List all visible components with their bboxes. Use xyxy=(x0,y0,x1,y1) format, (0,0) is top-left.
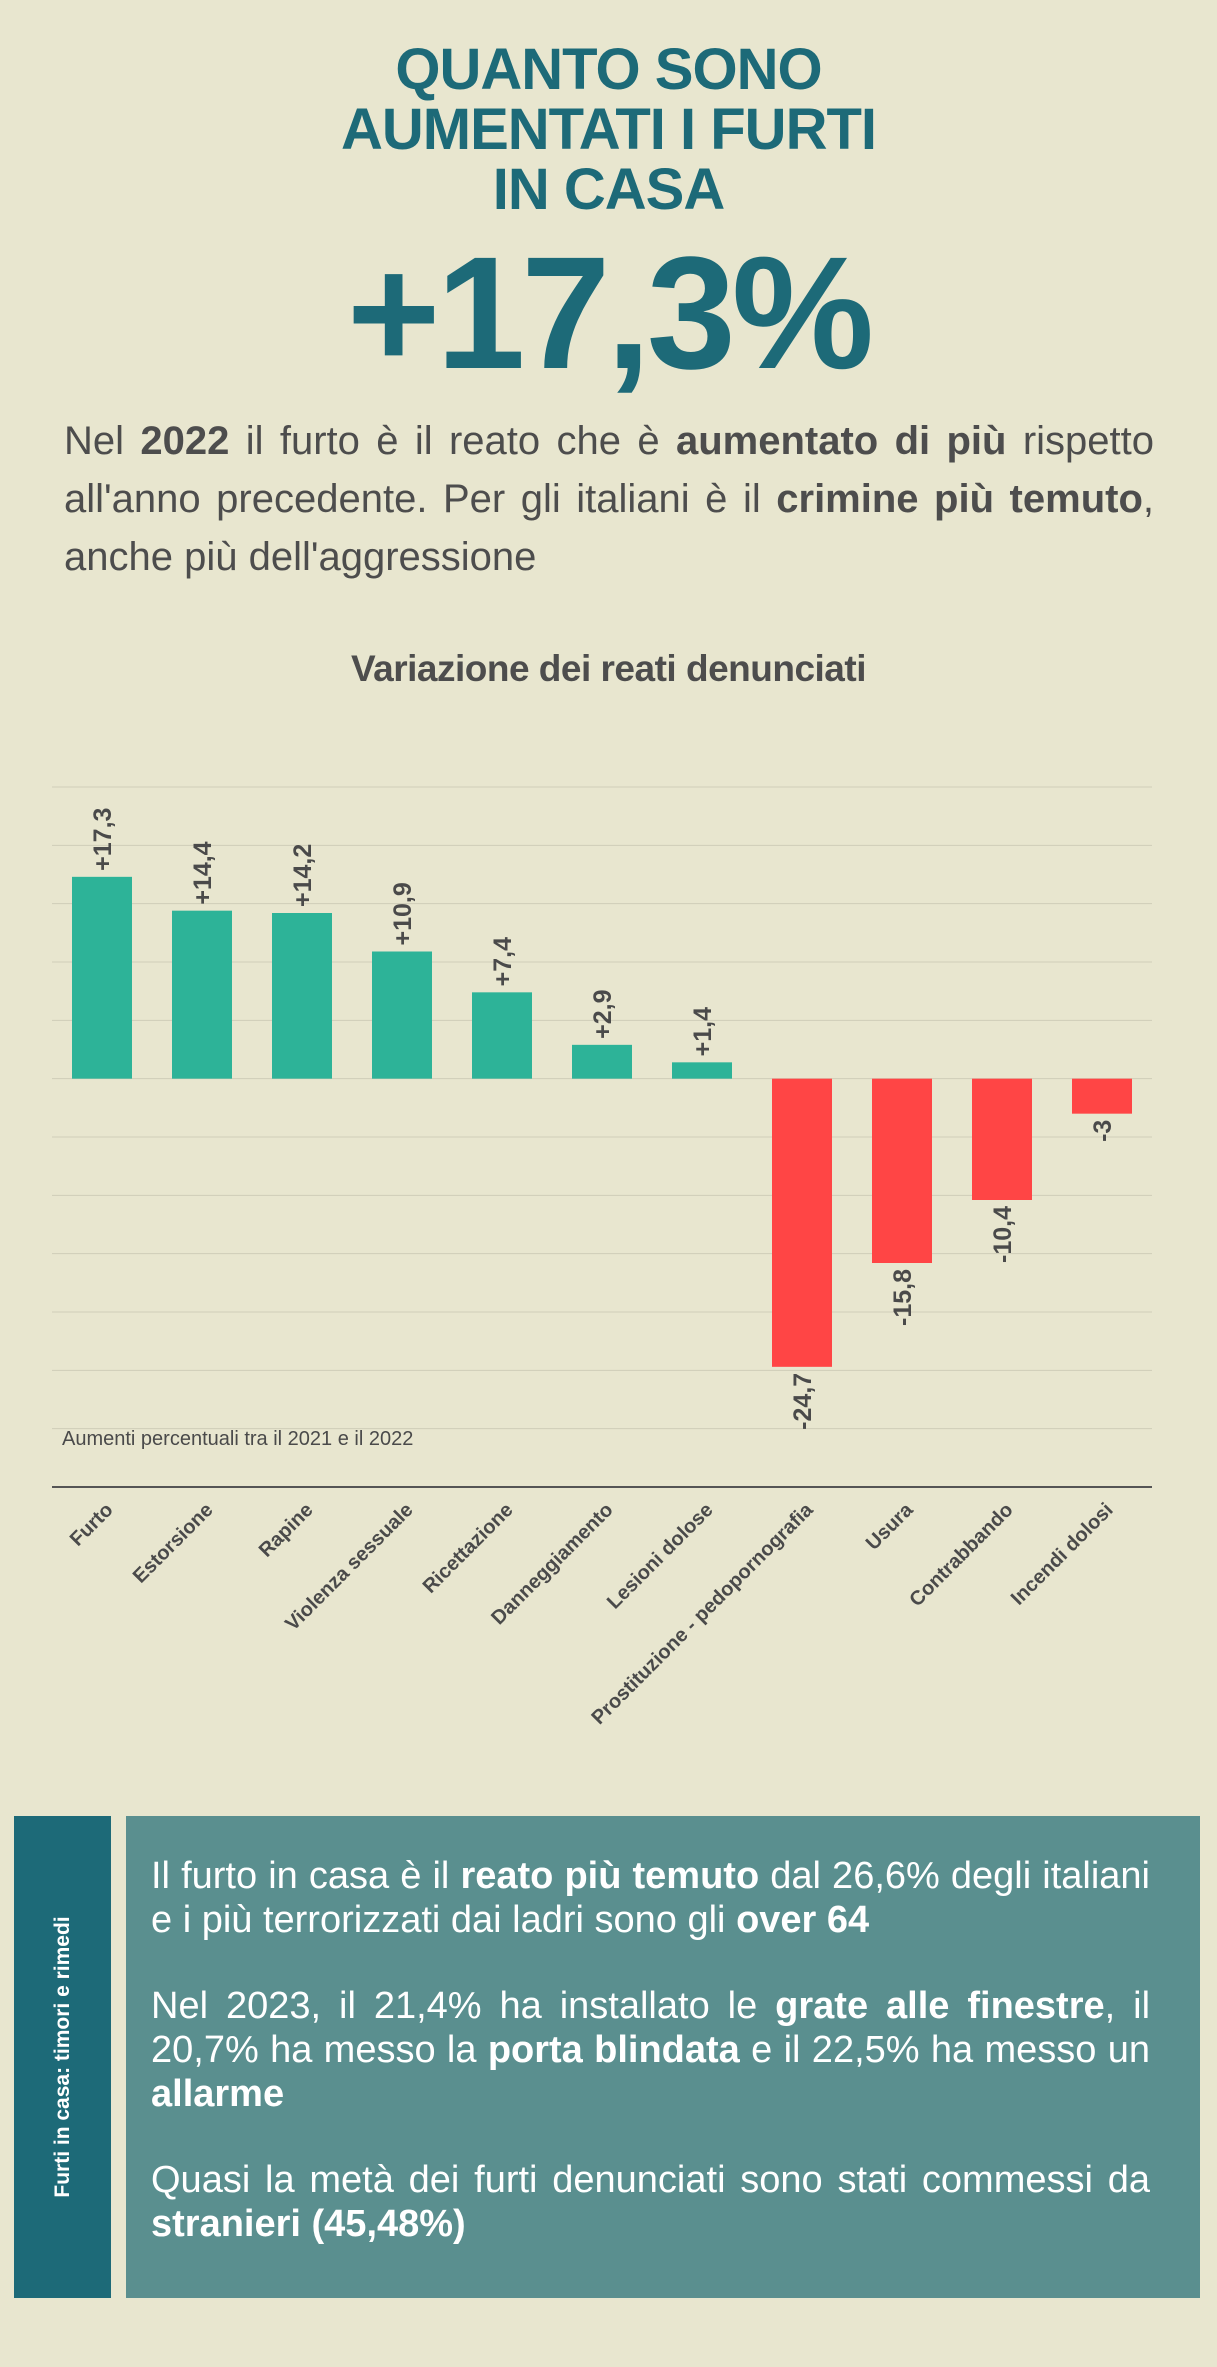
bar xyxy=(972,1078,1032,1200)
info-paragraph-measures: Nel 2023, il 21,4% ha installato le grat… xyxy=(151,1984,1150,2116)
intro-text: il furto è il reato che è xyxy=(229,419,676,463)
chart-title: Variazione dei reati denunciati xyxy=(350,648,867,689)
bar-chart: Aumenti percentuali tra il 2021 e il 202… xyxy=(52,786,1152,1729)
category-label: Estorsione xyxy=(129,1499,218,1588)
info-text: Quasi la metà dei furti denunciati sono … xyxy=(151,2159,1150,2201)
info-bold-text: reato più temuto xyxy=(460,1855,760,1897)
intro-text: , anche più dell'aggressione xyxy=(64,477,1155,579)
info-bold-text: allarme xyxy=(151,2073,285,2115)
data-label: +14,2 xyxy=(289,844,317,907)
category-label: Furto xyxy=(66,1499,118,1551)
category-label: Prostituzione - pedopornografia xyxy=(587,1498,818,1729)
info-paragraph-foreigners: Quasi la metà dei furti denunciati sono … xyxy=(151,2158,1150,2246)
data-label: +7,4 xyxy=(489,937,517,986)
info-text: e il 22,5% ha messo un xyxy=(739,2029,1150,2071)
info-text: , il 20,7% ha messo la xyxy=(151,1985,1151,2071)
data-label: +2,9 xyxy=(589,989,617,1038)
intro-bold-year: 2022 xyxy=(140,419,230,463)
data-label: -10,4 xyxy=(989,1206,1017,1263)
data-label: +17,3 xyxy=(89,808,117,871)
info-text: Il furto in casa è il xyxy=(151,1855,461,1897)
info-bold-text: grate alle finestre xyxy=(775,1985,1105,2027)
info-bold-text: stranieri (45,48%) xyxy=(151,2203,466,2245)
data-label: +14,4 xyxy=(189,841,217,904)
title-line-1: QUANTO SONO xyxy=(395,37,822,102)
bar xyxy=(272,913,332,1079)
bar xyxy=(472,992,532,1079)
intro-text: rispetto all'anno precedente. Per gli it… xyxy=(64,419,1155,521)
bar xyxy=(672,1062,732,1079)
data-label: +1,4 xyxy=(689,1007,717,1056)
category-label: Usura xyxy=(862,1498,918,1554)
info-paragraph-fear: Il furto in casa è il reato più temuto d… xyxy=(151,1854,1150,1942)
intro-paragraph: Nel 2022 il furto è il reato che è aumen… xyxy=(64,412,1154,586)
info-text: dal 26,6% degli italiani e i più terrori… xyxy=(151,1855,1150,1941)
data-label: +10,9 xyxy=(389,882,417,945)
intro-bold-feared: crimine più temuto xyxy=(776,477,1143,521)
bar xyxy=(872,1078,932,1263)
info-text: Nel 2023, il 21,4% ha installato le xyxy=(151,1985,776,2027)
category-label: Ricettazione xyxy=(419,1499,518,1598)
bar xyxy=(772,1078,832,1367)
category-label: Lesioni dolose xyxy=(603,1499,718,1614)
headline-percentage: +17,3% xyxy=(346,223,874,402)
data-label: -24,7 xyxy=(789,1373,817,1430)
bar xyxy=(1072,1078,1132,1114)
data-label: -15,8 xyxy=(889,1269,917,1326)
title-line-2: AUMENTATI I FURTI xyxy=(341,97,877,162)
chart-annotation: Aumenti percentuali tra il 2021 e il 202… xyxy=(62,1428,413,1450)
category-label: Rapine xyxy=(255,1499,318,1562)
side-tab-label: Furti in casa: timori e rimedi xyxy=(50,1916,74,2198)
info-bold-text: porta blindata xyxy=(487,2029,740,2071)
title-line-3: IN CASA xyxy=(492,157,725,222)
category-label: Incendi dolosi xyxy=(1007,1499,1118,1610)
info-bold-text: over 64 xyxy=(736,1899,870,1941)
bar xyxy=(372,951,432,1079)
bar xyxy=(72,876,132,1079)
category-label: Contrabbando xyxy=(905,1499,1017,1611)
side-tab: Furti in casa: timori e rimedi xyxy=(14,1816,111,2298)
bar xyxy=(572,1044,632,1079)
data-label: -3 xyxy=(1089,1120,1117,1142)
intro-bold-increase: aumentato di più xyxy=(675,419,1007,463)
bar xyxy=(172,910,232,1079)
intro-text: Nel xyxy=(64,419,141,463)
info-box: Il furto in casa è il reato più temuto d… xyxy=(126,1816,1200,2298)
page-title: QUANTO SONO AUMENTATI I FURTI IN CASA xyxy=(0,40,1217,220)
